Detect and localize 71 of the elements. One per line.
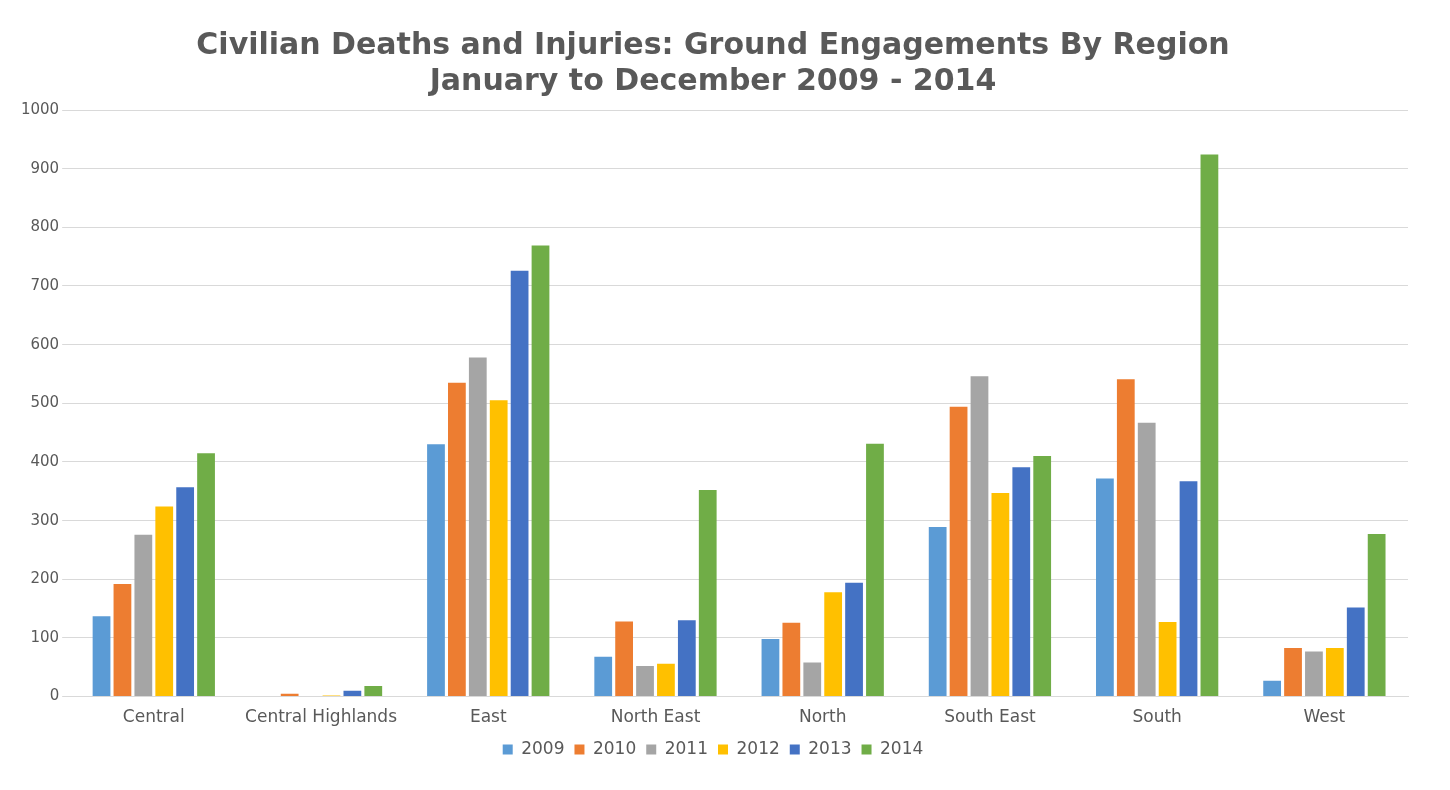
bar: [1116, 379, 1135, 697]
bar: [1033, 456, 1052, 697]
y-tick-label: 400: [30, 451, 60, 470]
bar: [510, 270, 529, 697]
bar: [1284, 647, 1302, 697]
x-tick-label: East: [469, 706, 507, 727]
bar: [677, 620, 696, 697]
bar: [489, 400, 508, 697]
bar: [531, 245, 550, 697]
bar: [1325, 647, 1344, 697]
y-tick-label: 900: [30, 158, 60, 177]
y-tick-label: 600: [30, 334, 60, 353]
x-tick-label: South: [1132, 706, 1182, 727]
y-tick-label: 700: [30, 275, 60, 294]
bar: [594, 656, 613, 697]
bar: [134, 534, 153, 697]
bar: [636, 666, 654, 697]
bar: [427, 444, 445, 697]
legend-label: 2011: [664, 737, 708, 758]
bar: [866, 443, 884, 697]
bar: [928, 527, 947, 697]
bar: [176, 487, 195, 697]
bar: [155, 506, 174, 697]
legend-label: 2013: [808, 737, 852, 758]
x-tick-label: North: [798, 706, 847, 727]
bar: [1200, 154, 1219, 697]
bar: [698, 490, 717, 697]
y-tick-label: 1000: [20, 99, 60, 118]
bar: [1305, 651, 1323, 697]
x-tick-label: South East: [944, 706, 1037, 727]
bar: [1179, 481, 1198, 697]
bar: [1367, 534, 1386, 697]
bar: [1012, 467, 1031, 697]
legend-label: 2009: [521, 737, 565, 758]
bar: [92, 616, 111, 697]
x-tick-label: North East: [610, 706, 701, 727]
text: January to December 2009 - 2014: [429, 61, 997, 97]
legend-label: 2012: [736, 737, 780, 758]
legend-label: 2010: [592, 737, 637, 758]
bar: [970, 376, 989, 697]
bar: [448, 382, 466, 697]
y-tick-label: 800: [30, 217, 60, 236]
bar: [782, 622, 801, 697]
bar: [803, 662, 822, 697]
bar: [364, 686, 383, 697]
y-tick-label: 500: [30, 393, 60, 412]
legend-label: 2014: [880, 737, 924, 758]
bar: [991, 493, 1010, 697]
bar: [1263, 680, 1282, 697]
bar: [1346, 607, 1365, 697]
bar: [468, 357, 487, 697]
bar: [1137, 422, 1156, 697]
y-tick-label: 0: [49, 686, 60, 705]
x-tick-label: Central Highlands: [245, 706, 398, 727]
y-tick-label: 100: [30, 627, 60, 646]
bar: [657, 663, 675, 697]
bar: [845, 582, 863, 697]
bar: [949, 406, 968, 697]
bar: [113, 583, 132, 697]
y-tick-label: 200: [30, 569, 60, 588]
bar: [615, 621, 633, 697]
bar: [197, 453, 215, 697]
bar: [761, 639, 780, 697]
bar: [1158, 622, 1177, 697]
text: Civilian Deaths and Injuries: Ground Engagements By Region: [196, 25, 1230, 61]
bar: [1096, 478, 1114, 697]
x-tick-label: West: [1303, 706, 1346, 727]
bar: [343, 690, 362, 697]
bar: [824, 592, 843, 697]
y-tick-label: 300: [30, 510, 60, 529]
x-tick-label: Central: [122, 706, 185, 727]
